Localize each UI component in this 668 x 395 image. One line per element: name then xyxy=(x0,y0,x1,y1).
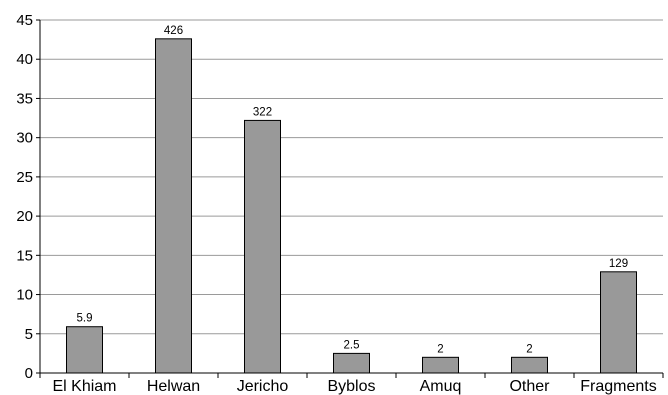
y-tick-label: 45 xyxy=(16,12,33,29)
bar-byblos xyxy=(333,352,370,374)
y-tick-label: 40 xyxy=(16,51,33,68)
bar-el-khiam xyxy=(66,326,103,374)
x-category-label: Jericho xyxy=(237,378,289,395)
y-tick-label: 10 xyxy=(16,287,33,304)
bar-fragments xyxy=(600,271,637,374)
y-tick-label: 5 xyxy=(25,326,33,343)
x-category-label: Amuq xyxy=(420,378,462,395)
data-label: 322 xyxy=(253,106,272,118)
data-label: 2 xyxy=(437,343,443,355)
bar-amuq xyxy=(422,356,459,374)
data-label: 5.9 xyxy=(77,313,93,325)
y-tick-label: 25 xyxy=(16,169,33,186)
data-label: 426 xyxy=(164,25,183,37)
axes xyxy=(36,19,664,378)
x-category-label: Helwan xyxy=(147,378,200,395)
y-axis-tick-labels: 0 5 10 15 20 25 30 35 40 45 xyxy=(16,12,33,382)
y-tick-label: 35 xyxy=(16,90,33,107)
x-category-label: Other xyxy=(509,378,550,395)
x-axis-category-labels: El Khiam Helwan Jericho Byblos Amuq Other Frag… xyxy=(52,378,656,395)
x-category-label: Byblos xyxy=(327,378,375,395)
bars xyxy=(66,38,637,374)
x-category-label: Fragments xyxy=(580,378,656,395)
data-label: 129 xyxy=(609,258,628,270)
y-tick-label: 20 xyxy=(16,208,33,225)
data-label: 2 xyxy=(526,343,532,355)
y-tick-label: 15 xyxy=(16,247,33,264)
bar-jericho xyxy=(244,119,281,374)
bar-helwan xyxy=(155,38,192,374)
bar-other xyxy=(511,356,548,374)
data-label: 2.5 xyxy=(344,339,360,351)
x-category-label: El Khiam xyxy=(52,378,116,395)
y-tick-label: 0 xyxy=(25,365,33,382)
data-labels: 5.9 426 322 2.5 2 2 129 xyxy=(77,25,629,355)
gridlines xyxy=(40,19,663,335)
y-tick-label: 30 xyxy=(16,130,33,147)
